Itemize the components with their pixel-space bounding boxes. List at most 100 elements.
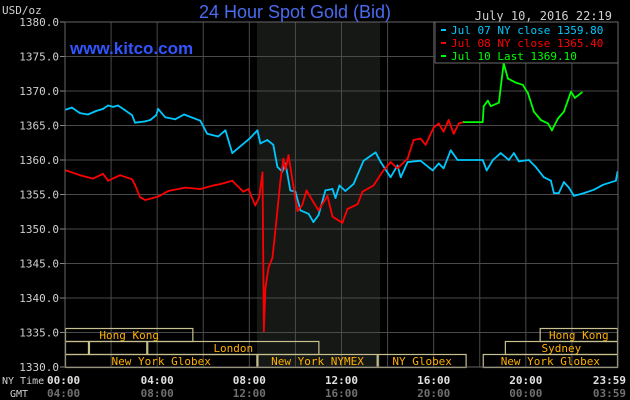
session-label: Hong Kong bbox=[99, 329, 159, 342]
x-tick-label-ny: 12:00 bbox=[325, 374, 358, 387]
data-point bbox=[485, 169, 488, 172]
data-point bbox=[119, 174, 121, 177]
x-tick-label-gmt: 20:00 bbox=[417, 387, 450, 400]
data-point bbox=[512, 152, 515, 155]
data-point bbox=[144, 199, 147, 201]
data-point bbox=[499, 152, 502, 155]
y-tick-label: 1375.0 bbox=[19, 51, 59, 64]
data-point bbox=[374, 151, 377, 154]
session-label: Hong Kong bbox=[549, 329, 609, 342]
data-point bbox=[326, 194, 329, 197]
data-point bbox=[317, 209, 320, 212]
data-point bbox=[381, 170, 384, 173]
data-point bbox=[107, 179, 109, 182]
data-point bbox=[282, 157, 285, 160]
data-point bbox=[155, 114, 158, 117]
data-point bbox=[527, 159, 530, 161]
data-point bbox=[437, 162, 440, 165]
data-point bbox=[582, 192, 585, 195]
plot-frame bbox=[64, 21, 619, 368]
data-point bbox=[79, 112, 81, 114]
y-tick-label: 1345.0 bbox=[19, 258, 59, 271]
data-point bbox=[491, 159, 494, 161]
data-point bbox=[267, 266, 270, 269]
data-point bbox=[149, 119, 152, 121]
data-point bbox=[107, 104, 109, 107]
data-point bbox=[432, 126, 435, 129]
data-point bbox=[247, 188, 250, 190]
data-point bbox=[570, 90, 572, 93]
data-point bbox=[481, 159, 484, 161]
data-point bbox=[256, 129, 259, 132]
data-point bbox=[262, 272, 265, 275]
data-point bbox=[231, 152, 234, 155]
data-point bbox=[144, 120, 147, 123]
data-point bbox=[481, 121, 484, 123]
data-point bbox=[292, 184, 295, 187]
data-point bbox=[352, 183, 355, 186]
legend: Jul 07 NY close 1359.80 Jul 08 NY close … bbox=[434, 21, 619, 64]
data-point bbox=[112, 105, 115, 108]
data-point bbox=[553, 192, 555, 195]
data-point bbox=[312, 201, 315, 203]
data-point bbox=[389, 161, 392, 163]
x-tick-label-ny: 23:59 bbox=[593, 374, 626, 387]
y-tick-label: 1380.0 bbox=[19, 16, 59, 29]
data-point bbox=[462, 121, 465, 123]
data-point bbox=[456, 159, 459, 161]
data-point bbox=[396, 167, 399, 170]
data-point bbox=[562, 110, 565, 113]
session-label: Sydney bbox=[542, 342, 582, 355]
y-tick-label: 1350.0 bbox=[19, 223, 59, 236]
x-tick-label-ny: 20:00 bbox=[509, 374, 542, 387]
data-point bbox=[550, 129, 553, 132]
data-point bbox=[442, 130, 445, 133]
data-point bbox=[134, 183, 136, 186]
data-point bbox=[518, 160, 520, 163]
data-point bbox=[102, 172, 104, 175]
y-tick-label: 1330.0 bbox=[19, 361, 59, 374]
data-point bbox=[301, 203, 304, 206]
data-point bbox=[532, 110, 535, 113]
legend-swatch-jul10 bbox=[441, 55, 446, 57]
legend-swatch-jul08 bbox=[441, 42, 446, 44]
x-tick-label-gmt: 16:00 bbox=[325, 387, 358, 400]
x-tick-label-ny: 00:00 bbox=[47, 374, 80, 387]
y-axis-label: USD/oz bbox=[2, 4, 42, 17]
data-point bbox=[258, 196, 261, 199]
data-point bbox=[212, 184, 215, 187]
x-tick-label-ny: 04:00 bbox=[141, 374, 174, 387]
data-point bbox=[157, 195, 159, 198]
data-point bbox=[271, 257, 274, 259]
x-tick-label-gmt: 12:00 bbox=[233, 387, 266, 400]
data-point bbox=[317, 214, 320, 217]
data-point bbox=[334, 197, 337, 199]
data-point bbox=[206, 132, 209, 135]
data-point bbox=[521, 83, 524, 86]
data-point bbox=[372, 184, 375, 187]
data-point bbox=[131, 114, 133, 117]
data-point bbox=[299, 209, 302, 212]
session-label: NY Globex bbox=[392, 355, 452, 368]
data-point bbox=[452, 132, 455, 135]
x-tick-label-ny: 08:00 bbox=[233, 374, 266, 387]
data-point bbox=[406, 161, 409, 163]
data-point bbox=[167, 190, 170, 192]
data-point bbox=[261, 171, 264, 174]
data-point bbox=[217, 135, 220, 138]
x-tick-label-ny: 16:00 bbox=[417, 374, 450, 387]
data-point bbox=[183, 113, 186, 116]
y-tick-label: 1335.0 bbox=[19, 327, 59, 340]
watermark-link[interactable]: www.kitco.com bbox=[69, 39, 193, 58]
timestamp: July 10, 2016 22:19 bbox=[475, 9, 612, 23]
data-point bbox=[324, 189, 327, 192]
data-point bbox=[362, 159, 365, 162]
data-point bbox=[184, 186, 187, 189]
data-point bbox=[139, 196, 142, 199]
data-point bbox=[289, 189, 292, 192]
y-tick-label: 1370.0 bbox=[19, 85, 59, 98]
data-point bbox=[449, 149, 452, 152]
data-point bbox=[506, 77, 509, 80]
data-point bbox=[117, 104, 119, 107]
session-label: New York Globex bbox=[112, 355, 212, 368]
